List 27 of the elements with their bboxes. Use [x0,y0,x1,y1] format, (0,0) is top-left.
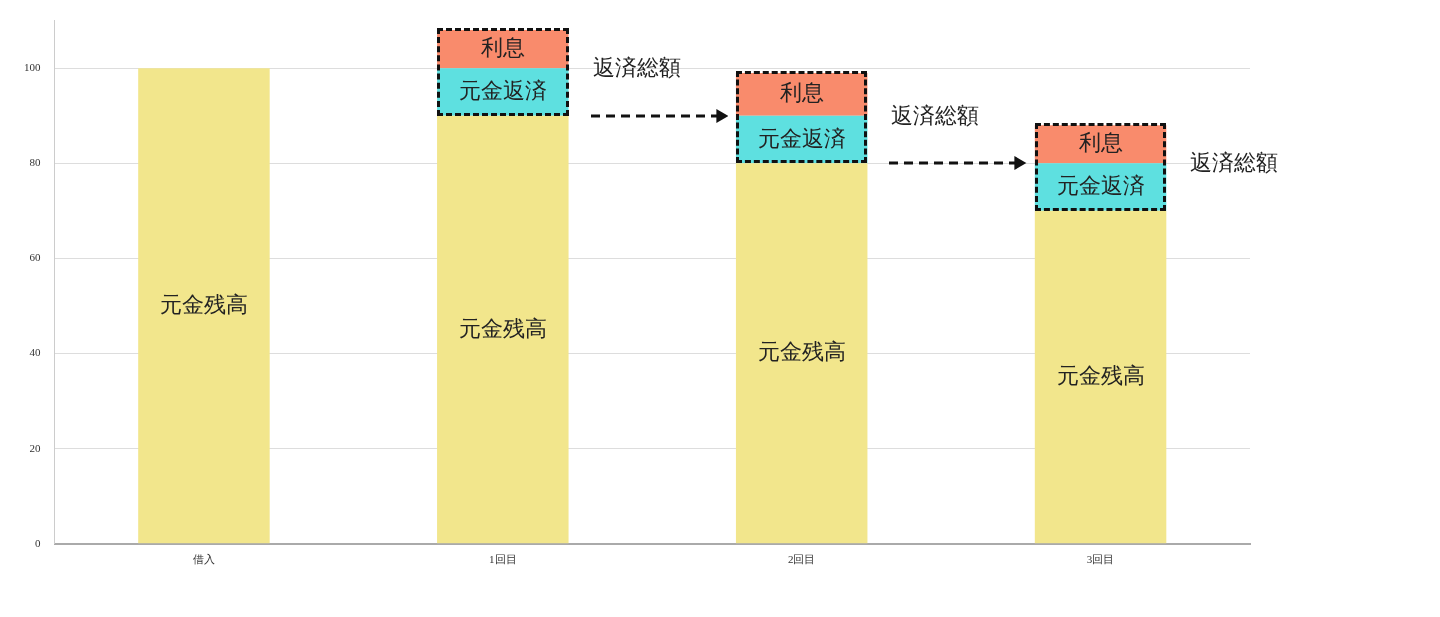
x-tick-label: 1回目 [489,553,517,566]
text: 元金残高 [1056,363,1145,389]
annotation: 返済総額 [592,54,681,83]
bar [735,163,868,544]
series-label: 元金返済 [757,125,846,151]
text: 元金返済 [1056,173,1145,199]
bar [1034,210,1167,544]
text: 元金残高 [458,315,547,341]
x-tick-label: 3回目 [1086,553,1115,566]
x-tick-label: 2回目 [787,553,816,566]
text: 元金返済 [458,78,547,104]
text: 利息 [779,80,824,106]
text: 利息 [1078,130,1123,156]
series-label: 元金残高 [159,291,248,317]
text: 元金残高 [757,339,846,365]
series-label: 利息 [480,35,525,61]
y-tick-label: 100 [24,61,41,74]
y-tick-label: 60 [29,251,41,264]
y-tick-label: 0 [35,536,41,549]
y-tick-label: 80 [29,156,41,169]
x-tick-label: 借入 [192,553,215,566]
bar [138,68,270,544]
annotation: 返済総額 [891,101,980,130]
annotation: 返済総額 [1190,149,1279,178]
y-tick-label: 40 [29,346,41,359]
bar [437,115,569,544]
y-tick-label: 20 [29,441,41,454]
